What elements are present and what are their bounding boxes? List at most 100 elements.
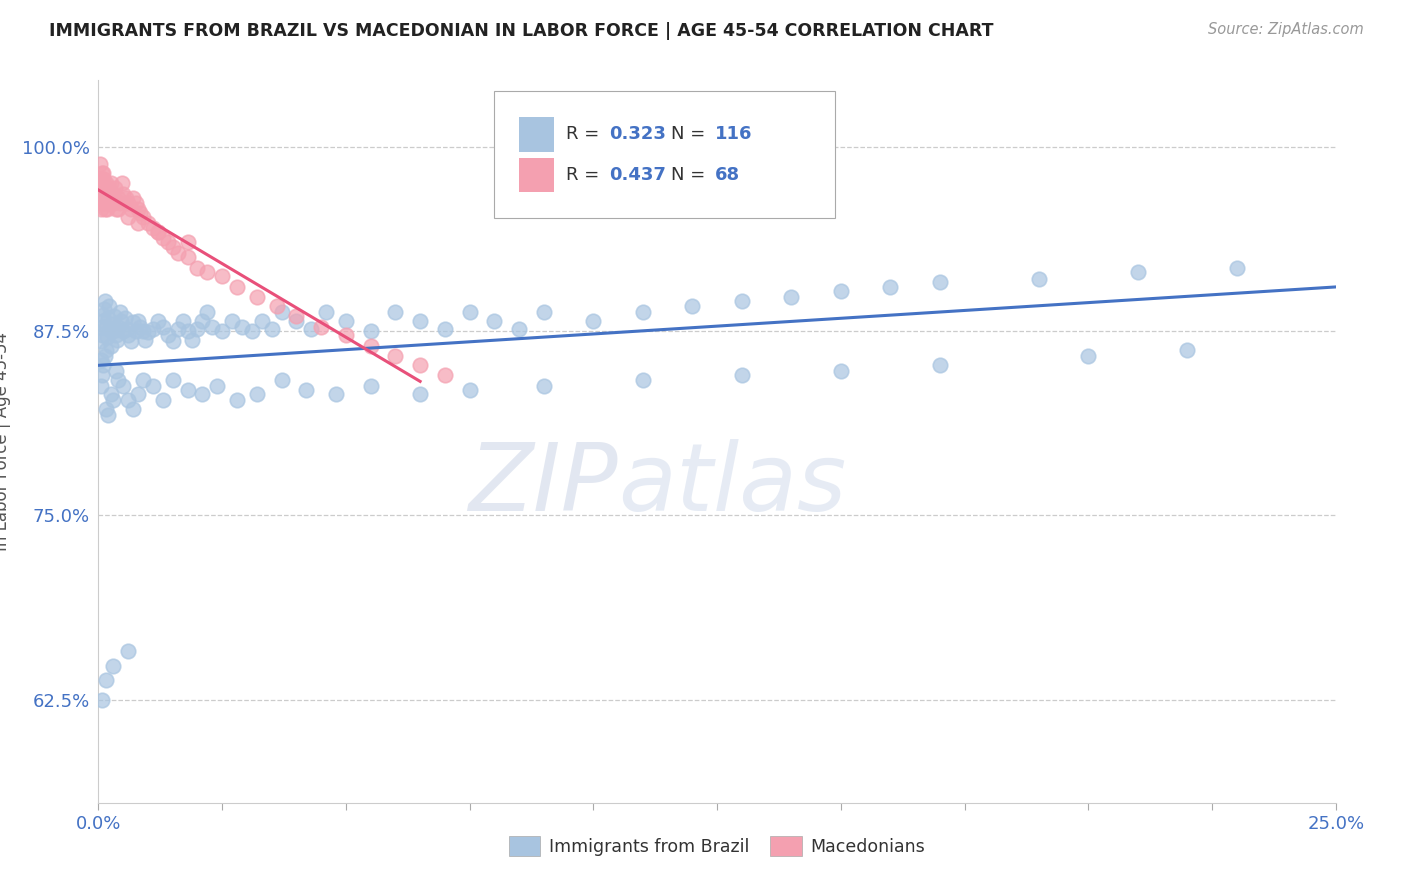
- Point: [433, 322, 456, 336]
- Point: [152, 319, 174, 334]
- Point: [112, 324, 135, 338]
- Point: [162, 373, 184, 387]
- Point: [1226, 260, 1249, 275]
- Point: [1126, 265, 1149, 279]
- Point: [191, 387, 214, 401]
- Point: [176, 235, 198, 250]
- Text: N =: N =: [671, 126, 711, 144]
- Point: [112, 378, 135, 392]
- Point: [112, 186, 135, 201]
- Point: [195, 305, 218, 319]
- Point: [93, 172, 115, 186]
- Point: [508, 322, 530, 336]
- Point: [96, 191, 118, 205]
- Point: [136, 326, 159, 340]
- Point: [360, 324, 382, 338]
- Point: [1175, 343, 1198, 358]
- Point: [120, 334, 142, 349]
- Point: [97, 408, 120, 422]
- Point: [93, 166, 115, 180]
- Point: [409, 313, 432, 327]
- Point: [107, 373, 129, 387]
- Point: [115, 322, 138, 336]
- Point: [186, 260, 208, 275]
- Point: [162, 334, 184, 349]
- Point: [156, 328, 179, 343]
- Point: [136, 216, 159, 230]
- Point: [731, 368, 754, 383]
- FancyBboxPatch shape: [519, 158, 554, 193]
- Point: [90, 334, 112, 349]
- Point: [205, 378, 228, 392]
- Point: [127, 216, 149, 230]
- Point: [91, 313, 114, 327]
- Point: [90, 378, 112, 392]
- Point: [631, 373, 654, 387]
- Point: [100, 387, 122, 401]
- Point: [152, 231, 174, 245]
- Point: [132, 324, 155, 338]
- Point: [94, 673, 117, 688]
- Point: [122, 191, 145, 205]
- Point: [166, 245, 188, 260]
- Text: IMMIGRANTS FROM BRAZIL VS MACEDONIAN IN LABOR FORCE | AGE 45-54 CORRELATION CHAR: IMMIGRANTS FROM BRAZIL VS MACEDONIAN IN …: [49, 22, 994, 40]
- Point: [132, 211, 155, 225]
- Point: [458, 305, 481, 319]
- Point: [335, 328, 357, 343]
- Point: [360, 339, 382, 353]
- Point: [94, 195, 117, 210]
- Point: [94, 202, 117, 216]
- Point: [91, 177, 114, 191]
- Point: [270, 305, 292, 319]
- Point: [142, 378, 165, 392]
- Point: [89, 157, 111, 171]
- Point: [146, 313, 169, 327]
- Point: [250, 313, 273, 327]
- Point: [96, 402, 118, 417]
- Text: N =: N =: [671, 166, 711, 184]
- Point: [93, 358, 115, 372]
- Point: [191, 313, 214, 327]
- Point: [122, 402, 145, 417]
- FancyBboxPatch shape: [495, 91, 835, 218]
- Point: [104, 364, 127, 378]
- Point: [94, 349, 117, 363]
- Point: [110, 313, 132, 327]
- Point: [176, 250, 198, 264]
- Text: ZIP: ZIP: [468, 440, 619, 531]
- Point: [124, 324, 146, 338]
- Point: [98, 299, 121, 313]
- Point: [105, 202, 128, 216]
- Point: [91, 692, 114, 706]
- Point: [211, 269, 233, 284]
- Point: [91, 319, 114, 334]
- Y-axis label: In Labor Force | Age 45-54: In Labor Force | Age 45-54: [0, 332, 11, 551]
- Point: [186, 322, 208, 336]
- Point: [176, 383, 198, 397]
- Point: [97, 310, 120, 325]
- Point: [246, 387, 269, 401]
- Point: [780, 290, 803, 304]
- Point: [96, 186, 118, 201]
- Point: [104, 181, 127, 195]
- Point: [93, 186, 115, 201]
- Point: [93, 308, 115, 322]
- Point: [129, 206, 152, 220]
- Point: [93, 181, 115, 195]
- Point: [335, 313, 357, 327]
- Point: [246, 290, 269, 304]
- Point: [101, 186, 124, 201]
- Point: [101, 317, 124, 331]
- Point: [458, 383, 481, 397]
- Point: [114, 191, 136, 205]
- Point: [240, 324, 263, 338]
- Point: [117, 644, 139, 658]
- Point: [90, 368, 112, 383]
- Point: [90, 186, 112, 201]
- Text: 116: 116: [714, 126, 752, 144]
- Point: [108, 195, 131, 210]
- Point: [928, 275, 950, 289]
- Point: [226, 279, 249, 293]
- Point: [226, 393, 249, 408]
- Point: [146, 225, 169, 239]
